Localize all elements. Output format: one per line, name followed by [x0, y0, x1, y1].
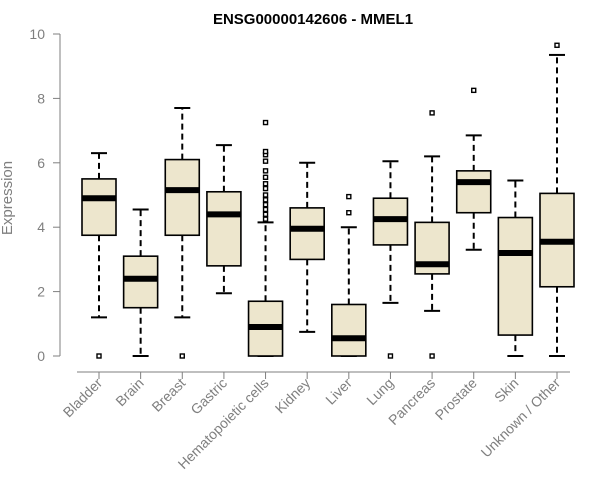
x-tick-label-10: Skin: [491, 375, 522, 406]
x-tick-label-1: Brain: [112, 375, 146, 409]
box-4: [247, 119, 284, 357]
box-1: [122, 208, 159, 357]
x-tick-label-11: Unknown / Other: [478, 375, 564, 461]
y-tick-label-0: 0: [37, 348, 45, 364]
outlier-4-7: [262, 181, 269, 187]
x-tick-label-0: Bladder: [60, 375, 106, 421]
box-3: [206, 144, 242, 295]
box-8: [414, 110, 450, 359]
y-tick-label-4: 8: [37, 90, 45, 106]
y-ticks: 0 2 4 6 8 10: [29, 26, 60, 364]
x-tick-label-5: Kidney: [272, 375, 314, 417]
box-11: [539, 42, 575, 357]
outlier-4-0: [262, 216, 269, 222]
x-tick-label-6: Liver: [322, 375, 355, 408]
iqr-box-2: [164, 158, 201, 237]
x-tick-label-9: Prostate: [432, 375, 480, 423]
outlier-4-8: [262, 174, 269, 180]
iqr-box-5: [289, 207, 325, 261]
y-tick-label-5: 10: [29, 26, 45, 42]
outlier-4-9: [262, 168, 269, 174]
boxes: [81, 42, 575, 359]
outlier-4-10: [262, 158, 269, 164]
box-2: [164, 107, 201, 359]
y-tick-label-1: 2: [37, 284, 45, 300]
box-6: [331, 193, 367, 357]
outlier-4-5: [262, 192, 269, 198]
box-10: [497, 179, 534, 357]
outlier-4-3: [262, 201, 269, 208]
box-0: [81, 152, 117, 359]
outlier-4-6: [262, 185, 269, 192]
x-tick-label-7: Lung: [363, 375, 396, 408]
outlier-2-0: [179, 353, 185, 359]
outlier-8-0: [429, 353, 435, 359]
outlier-9-0: [471, 87, 477, 94]
outlier-7-0: [387, 353, 394, 359]
chart-title: ENSG00000142606 - MMEL1: [213, 11, 413, 28]
iqr-box-9: [455, 170, 492, 214]
box-5: [289, 161, 325, 333]
outlier-6-0: [346, 210, 352, 216]
outlier-6-1: [346, 193, 352, 200]
outlier-11-0: [554, 42, 560, 48]
iqr-box-0: [81, 178, 117, 237]
iqr-box-1: [122, 255, 159, 309]
box-9: [455, 87, 492, 251]
outlier-4-4: [262, 197, 269, 203]
outlier-4-1: [262, 211, 269, 218]
outlier-4-12: [262, 148, 269, 155]
iqr-box-6: [331, 303, 367, 357]
y-axis-label: Expression: [0, 161, 16, 235]
y-tick-label-3: 6: [37, 155, 45, 171]
outlier-4-2: [262, 206, 269, 213]
box-7: [372, 160, 409, 359]
x-tick-label-2: Breast: [148, 375, 188, 415]
iqr-box-3: [206, 190, 242, 267]
y-tick-label-2: 4: [37, 219, 45, 235]
iqr-box-10: [497, 216, 534, 336]
outlier-8-1: [429, 110, 435, 116]
outlier-4-13: [262, 119, 269, 126]
outlier-0-0: [96, 353, 102, 359]
